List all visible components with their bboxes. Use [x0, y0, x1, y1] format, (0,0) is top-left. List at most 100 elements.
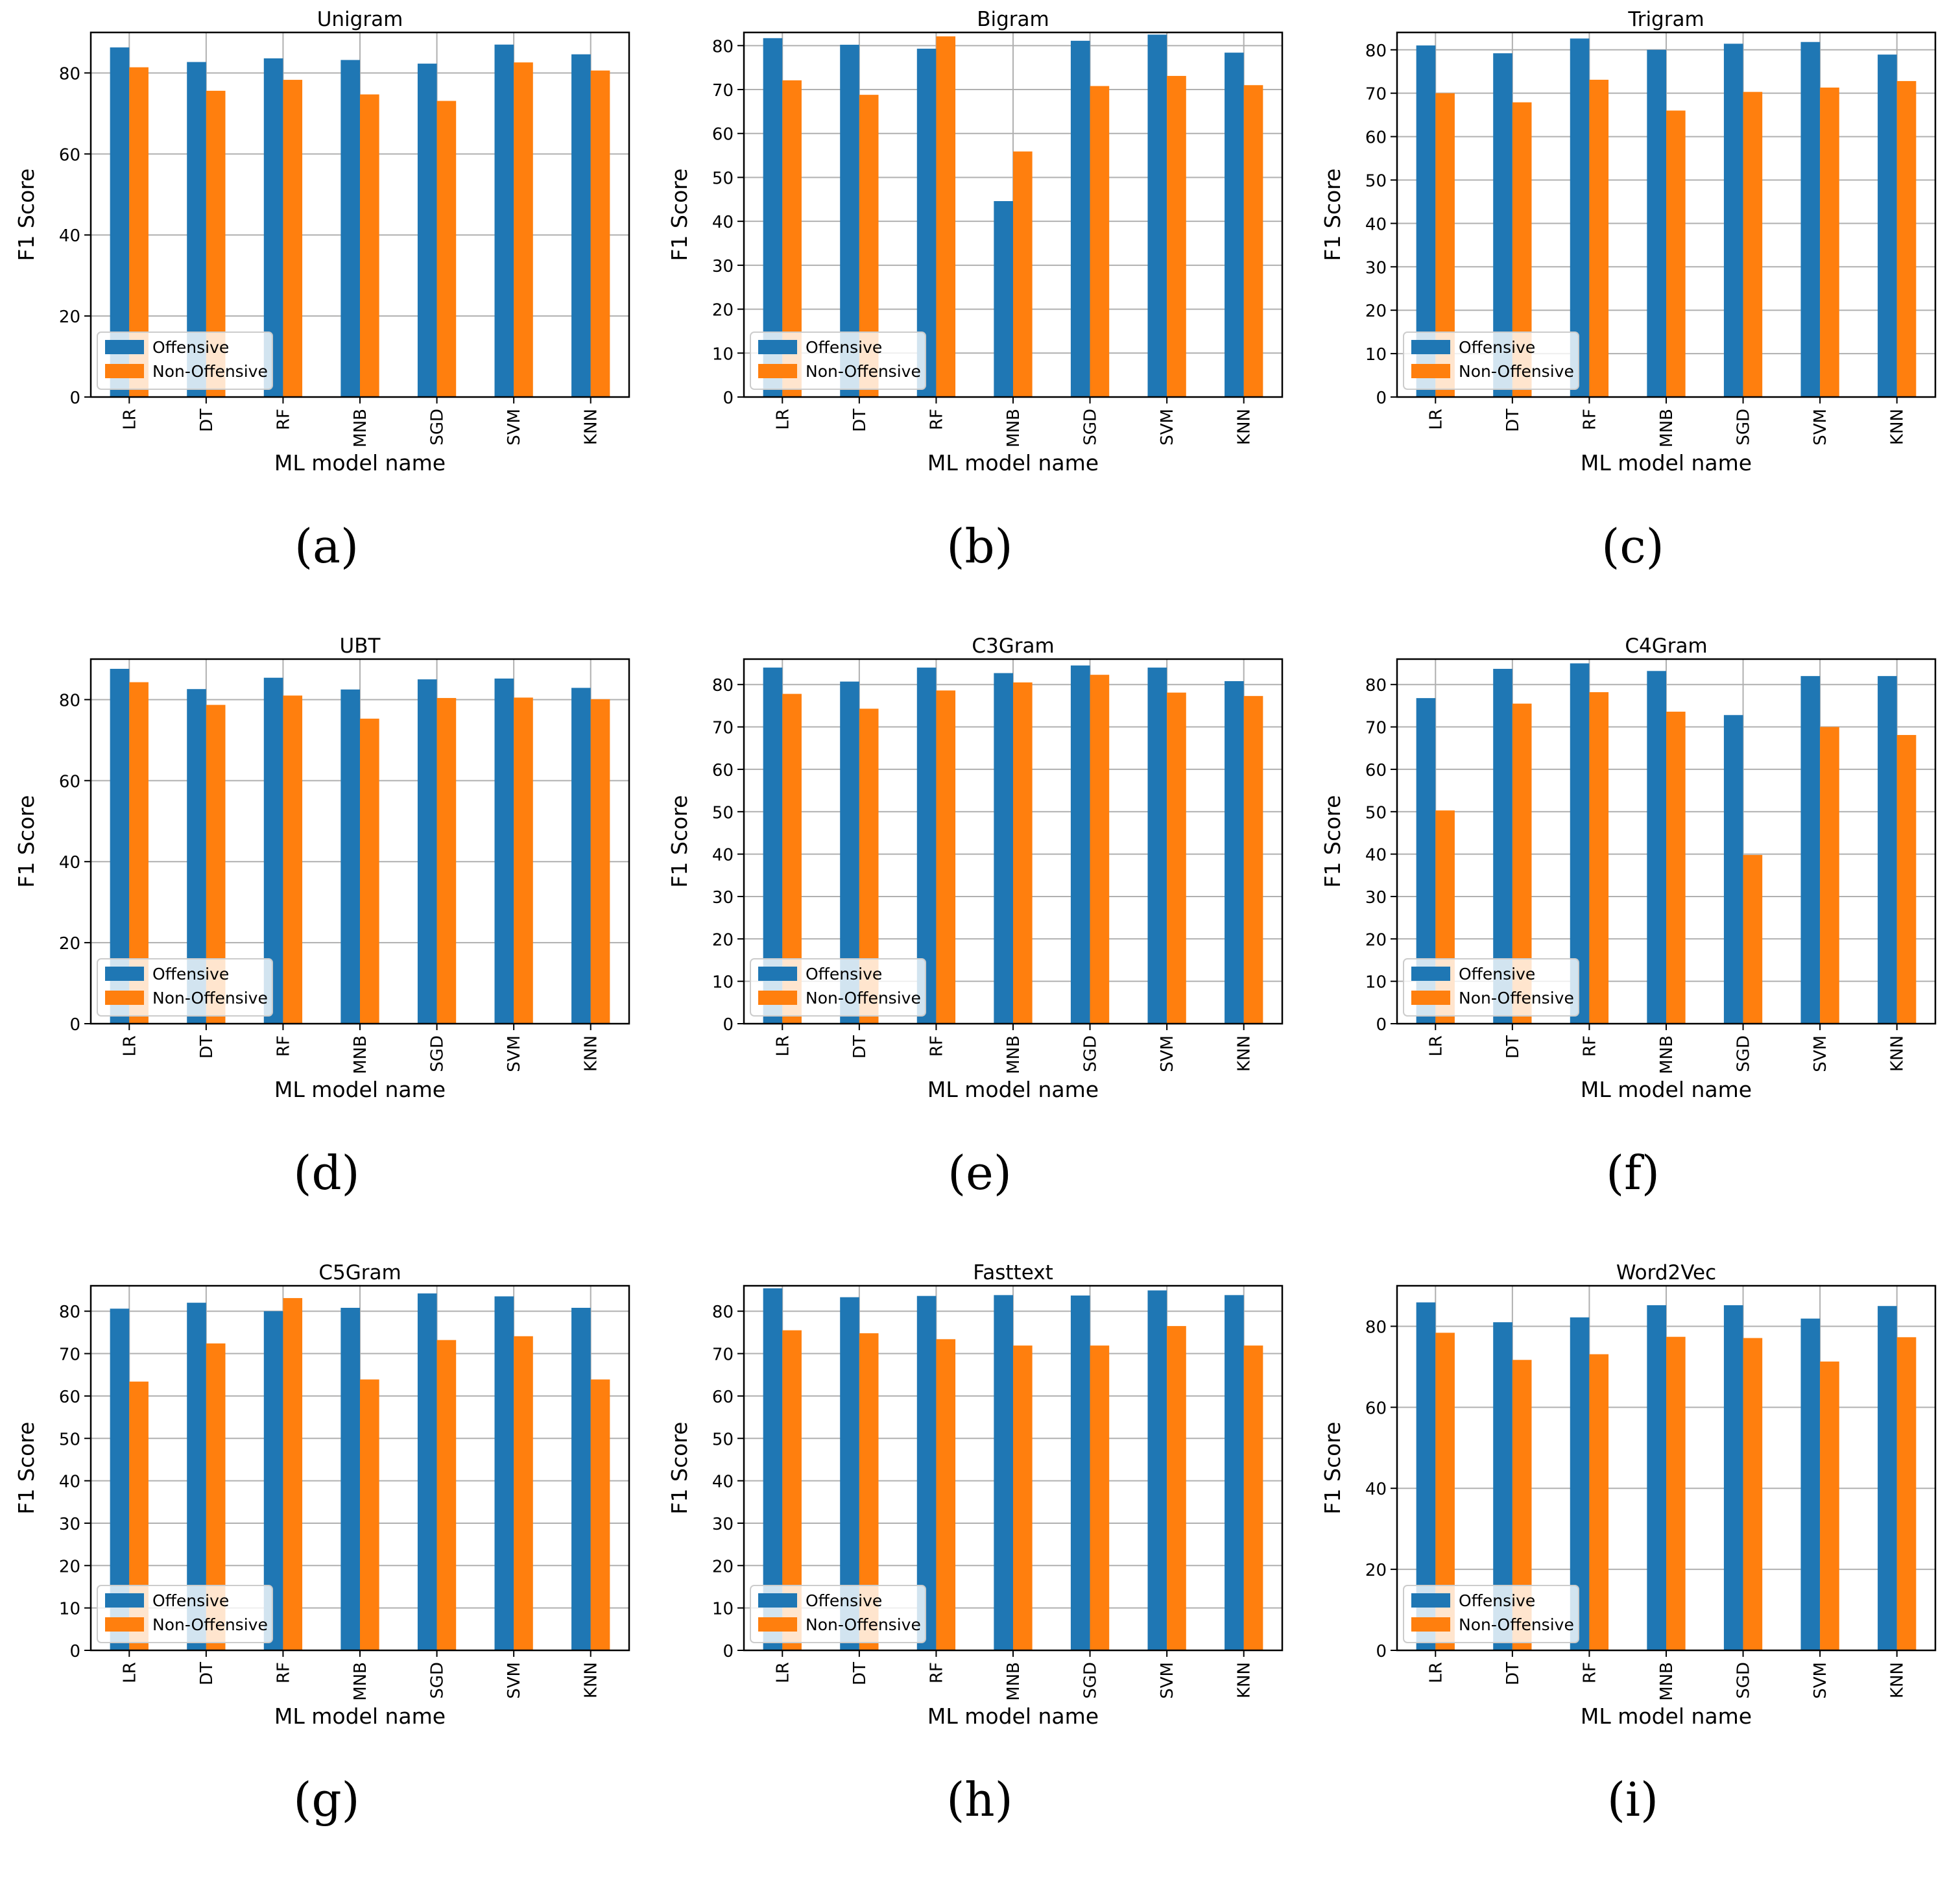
chart-a: Unigram 0 20 40 60 80 LR DT RF MNB SGD SVM KNN Offens…: [14, 8, 630, 476]
chart-i: Word2Vec 0 20 40 60 80 LR DT RF MNB SGD SVM KNN Offen…: [1320, 1261, 1937, 1729]
x-tick-label: DT: [1503, 1035, 1523, 1059]
bar-non-offensive-rf: [936, 36, 956, 397]
chart-title: Unigram: [317, 8, 403, 31]
legend-label-non-offensive: Non-Offensive: [1459, 1615, 1574, 1634]
x-tick-label: SGD: [1081, 1662, 1101, 1699]
bar-offensive-svm: [1800, 42, 1821, 397]
bar-non-offensive-knn: [590, 1379, 610, 1650]
x-tick-label: LR: [1426, 409, 1446, 430]
bar-non-offensive-mnb: [360, 94, 379, 398]
x-tick-label: KNN: [582, 1662, 601, 1698]
bar-offensive-knn: [1225, 1295, 1244, 1650]
x-tick-label: SGD: [428, 409, 448, 446]
y-tick-label: 10: [1365, 973, 1387, 993]
subfigure-label-b: (b): [946, 519, 1013, 573]
y-tick-label: 20: [59, 307, 80, 327]
bar-non-offensive-knn: [1243, 695, 1263, 1024]
y-tick-label: 30: [712, 888, 734, 908]
bar-offensive-sgd: [1723, 43, 1743, 397]
bar-non-offensive-rf: [1589, 692, 1609, 1024]
y-tick-label: 0: [723, 1642, 734, 1661]
chart-title: Bigram: [977, 8, 1049, 31]
plot-frame: [90, 658, 630, 1025]
legend-label-offensive: Offensive: [152, 338, 229, 357]
bar-non-offensive-sgd: [1090, 86, 1110, 397]
y-axis-label: F1 Score: [667, 795, 692, 888]
bar-non-offensive-knn: [1896, 80, 1917, 397]
x-tick-label: SGD: [1734, 1662, 1754, 1699]
legend-swatch-non-offensive: [758, 1617, 797, 1632]
legend-label-non-offensive: Non-Offensive: [806, 362, 921, 381]
legend-swatch-offensive: [758, 967, 797, 981]
plot-frame: [90, 31, 630, 398]
legend-label-non-offensive: Non-Offensive: [806, 1615, 921, 1634]
y-tick-label: 60: [59, 772, 80, 791]
y-tick-label: 30: [1365, 888, 1387, 908]
x-tick-label: MNB: [1657, 409, 1677, 448]
y-tick-label: 60: [712, 1388, 734, 1407]
legend-swatch-offensive: [105, 967, 144, 981]
chart-title: C5Gram: [318, 1261, 401, 1284]
y-tick-label: 10: [712, 973, 734, 993]
x-tick-label: SGD: [1734, 1035, 1754, 1072]
bar-non-offensive-sgd: [1743, 91, 1763, 397]
y-tick-label: 50: [712, 169, 734, 188]
x-tick-label: SGD: [1081, 1035, 1101, 1072]
bar-offensive-knn: [1225, 681, 1244, 1024]
bar-non-offensive-mnb: [360, 718, 379, 1024]
y-tick-label: 30: [712, 1515, 734, 1534]
x-tick-label: RF: [1580, 1035, 1599, 1057]
bar-non-offensive-sgd: [1090, 675, 1110, 1024]
y-tick-label: 80: [712, 1303, 734, 1322]
y-tick-label: 80: [1365, 1318, 1387, 1337]
bar-non-offensive-sgd: [1743, 1338, 1763, 1650]
bar-non-offensive-rf: [283, 695, 303, 1024]
y-tick-label: 60: [59, 145, 80, 165]
panel-c: Trigram 0 10 20 30 40 50 60 70 80 LR DT RF MNB SGD SVM K…: [1306, 0, 1959, 627]
plot-frame: [743, 31, 1284, 398]
bar-offensive-mnb: [1647, 49, 1666, 397]
y-tick-label: 0: [1376, 389, 1387, 408]
subfigure-label-i: (i): [1607, 1772, 1659, 1827]
bar-non-offensive-mnb: [1013, 1345, 1033, 1650]
legend-swatch-non-offensive: [105, 1617, 144, 1632]
bar-non-offensive-knn: [1896, 1337, 1917, 1650]
chart-title: Word2Vec: [1616, 1261, 1716, 1284]
x-tick-label: KNN: [1888, 409, 1907, 445]
bar-offensive-knn: [571, 688, 591, 1024]
bar-non-offensive-svm: [1167, 76, 1186, 397]
legend-swatch-offensive: [1411, 340, 1450, 354]
bar-offensive-mnb: [341, 689, 360, 1024]
x-tick-label: RF: [1580, 409, 1599, 430]
x-tick-label: SVM: [1811, 1662, 1830, 1699]
x-tick-label: SVM: [1811, 1035, 1830, 1072]
x-tick-label: SVM: [1158, 1662, 1177, 1699]
chart-b: Bigram 0 10 20 30 40 50 60 70 80 LR DT RF MNB SGD SVM KN…: [667, 8, 1284, 476]
y-tick-label: 20: [712, 930, 734, 950]
legend-swatch-offensive: [105, 1593, 144, 1608]
y-tick-label: 10: [712, 344, 734, 364]
bar-non-offensive-sgd: [1090, 1345, 1110, 1650]
bar-non-offensive-svm: [514, 62, 533, 398]
y-tick-label: 50: [59, 1430, 80, 1449]
bar-non-offensive-sgd: [436, 101, 457, 397]
x-tick-label: LR: [120, 409, 139, 430]
y-tick-label: 40: [59, 853, 80, 873]
bar-non-offensive-rf: [1589, 79, 1609, 397]
y-tick-label: 40: [59, 226, 80, 246]
x-tick-label: DT: [197, 1035, 217, 1059]
panel-b: Bigram 0 10 20 30 40 50 60 70 80 LR DT RF MNB SGD SVM KN…: [653, 0, 1306, 627]
x-tick-label: LR: [120, 1662, 139, 1683]
bar-non-offensive-rf: [283, 1297, 303, 1650]
panel-i: Word2Vec 0 20 40 60 80 LR DT RF MNB SGD SVM KNN Offen…: [1306, 1253, 1959, 1880]
y-tick-label: 80: [1365, 676, 1387, 695]
bar-non-offensive-mnb: [1666, 712, 1686, 1024]
panel-g: C5Gram 0 10 20 30 40 50 60 70 80 LR DT RF MNB SGD SVM KN…: [0, 1253, 653, 1880]
bar-non-offensive-rf: [936, 1339, 956, 1650]
x-tick-label: SVM: [1158, 1035, 1177, 1072]
y-axis-label: F1 Score: [1320, 169, 1345, 261]
x-tick-label: MNB: [1657, 1035, 1677, 1074]
x-axis-label: ML model name: [1581, 1077, 1752, 1102]
x-tick-label: LR: [773, 1662, 793, 1683]
legend-swatch-non-offensive: [1411, 1617, 1450, 1632]
